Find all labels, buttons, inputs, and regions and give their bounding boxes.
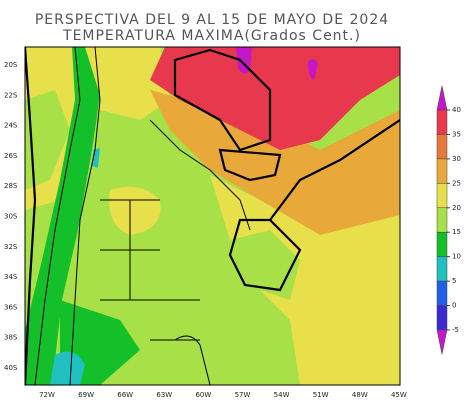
longitude-label: 66W <box>117 391 133 399</box>
longitude-label: 69W <box>78 391 94 399</box>
colorbar-segment <box>436 231 448 257</box>
colorbar-tick-label: 10 <box>452 253 461 261</box>
latitude-label: 34S <box>4 273 18 281</box>
colorbar-tick-label: 30 <box>452 155 461 163</box>
colorbar-arrow-bottom <box>436 329 448 355</box>
longitude-label: 48W <box>352 391 368 399</box>
subtitle: TEMPERATURA MAXIMA(Grados Cent.) <box>62 28 361 44</box>
latitude-label: 28S <box>4 182 18 190</box>
longitude-label: 51W <box>313 391 329 399</box>
colorbar-arrow-top <box>436 85 448 111</box>
longitude-label: 63W <box>156 391 172 399</box>
colorbar-segment <box>436 158 448 184</box>
colorbar-segment <box>436 183 448 209</box>
longitude-label: 54W <box>274 391 290 399</box>
colorbar-tick-label: 25 <box>452 179 461 187</box>
colorbar-tick-label: 35 <box>452 130 461 138</box>
colorbar-tick-label: 20 <box>452 204 461 212</box>
title: PERSPECTIVA DEL 9 AL 15 DE MAYO DE 2024 <box>35 12 389 28</box>
latitude-label: 20S <box>4 61 18 69</box>
latitude-label: 22S <box>4 91 18 99</box>
colorbar-segment <box>436 280 448 306</box>
longitude-label: 57W <box>235 391 251 399</box>
latitude-label: 24S <box>4 122 18 130</box>
colorbar-segment <box>436 207 448 233</box>
colorbar-segment <box>436 109 448 135</box>
latitude-label: 32S <box>4 243 18 251</box>
colorbar-segment <box>436 256 448 282</box>
colorbar-segment <box>436 305 448 331</box>
longitude-label: 60W <box>195 391 211 399</box>
colorbar-tick-label: 40 <box>452 106 461 114</box>
map-area <box>24 46 401 386</box>
latitude-label: 38S <box>4 334 18 342</box>
latitude-label: 26S <box>4 152 18 160</box>
latitude-label: 40S <box>4 364 18 372</box>
colorbar-segment <box>436 134 448 160</box>
latitude-label: 30S <box>4 213 18 221</box>
colorbar-tick-label: 0 <box>452 302 456 310</box>
latitude-label: 36S <box>4 303 18 311</box>
colorbar-tick-label: 15 <box>452 228 461 236</box>
longitude-label: 45W <box>391 391 407 399</box>
colorbar-tick-label: -5 <box>452 326 459 334</box>
colorbar-tick-label: 5 <box>452 277 456 285</box>
longitude-label: 72W <box>39 391 55 399</box>
